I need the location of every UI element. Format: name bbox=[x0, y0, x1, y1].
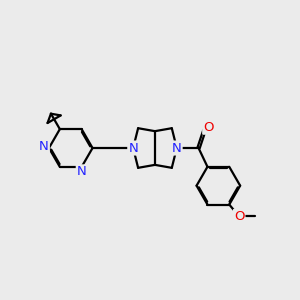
Text: O: O bbox=[234, 210, 244, 223]
Text: O: O bbox=[203, 121, 214, 134]
Text: N: N bbox=[77, 165, 86, 178]
Text: N: N bbox=[39, 140, 49, 152]
Text: N: N bbox=[128, 142, 138, 154]
Text: N: N bbox=[172, 142, 182, 154]
